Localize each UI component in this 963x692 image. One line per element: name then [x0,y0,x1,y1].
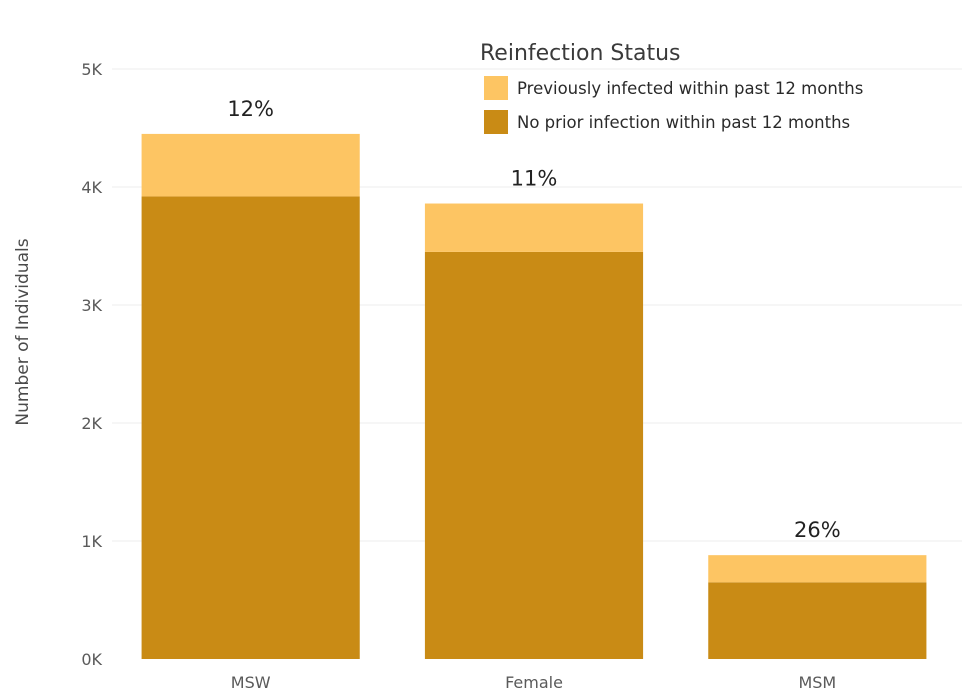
y-tick-label: 0K [81,650,102,669]
y-axis-ticks: 0K 1K 2K 3K 4K 5K [81,60,102,669]
legend-swatch [484,76,508,100]
y-tick-label: 5K [81,60,102,79]
legend-label: No prior infection within past 12 months [517,113,850,132]
bar-segment [708,582,927,659]
bars [141,133,927,659]
x-axis-ticks: MSW Female MSM [231,673,836,692]
bar-segment [141,196,360,659]
bar-segment [424,203,644,252]
y-axis-title: Number of Individuals [13,238,33,425]
bar-segment [424,251,644,659]
bar-percent-labels: 12% 11% 26% [227,97,840,542]
legend: Reinfection Status Previously infected w… [480,41,863,134]
bar-percent-label: 26% [794,518,841,542]
bar-percent-label: 11% [511,167,558,191]
bar-segment [708,555,927,583]
x-tick-label: MSW [231,673,271,692]
legend-swatch [484,110,508,134]
bar-percent-label: 12% [227,97,274,121]
y-tick-label: 2K [81,414,102,433]
y-tick-label: 4K [81,178,102,197]
bar-segment [141,133,360,197]
legend-label: Previously infected within past 12 month… [517,79,863,98]
y-tick-label: 1K [81,532,102,551]
legend-title: Reinfection Status [480,41,681,66]
x-tick-label: Female [505,673,563,692]
x-tick-label: MSM [798,673,836,692]
y-tick-label: 3K [81,296,102,315]
